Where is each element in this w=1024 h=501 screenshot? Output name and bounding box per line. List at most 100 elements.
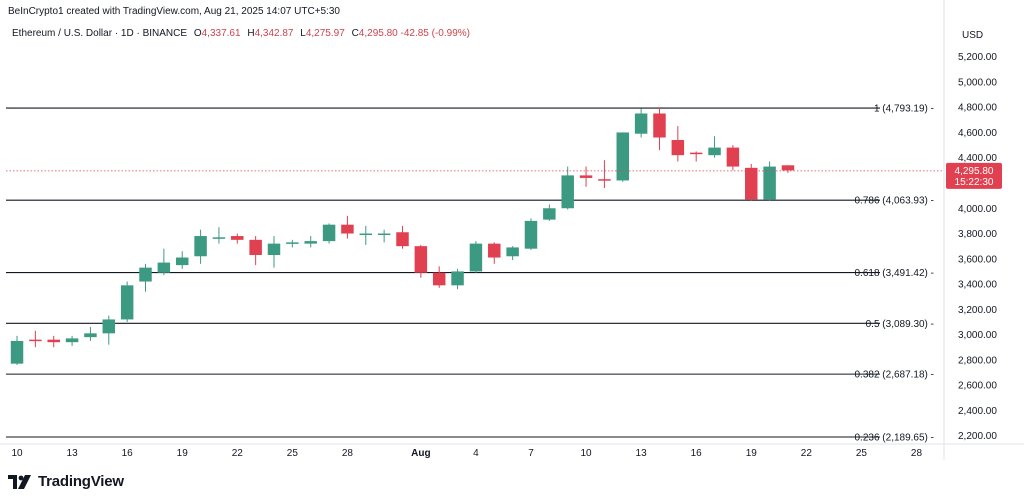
candles (10, 107, 795, 365)
candle (231, 233, 244, 244)
y-tick-label: 4,800.00 (958, 103, 997, 114)
candle (139, 263, 152, 292)
candle-body (84, 333, 97, 338)
candle-body (488, 243, 501, 258)
candle-body (157, 262, 171, 273)
candle (175, 251, 189, 269)
tradingview-logo[interactable]: TradingView (8, 473, 124, 490)
candle (84, 327, 97, 341)
candle (708, 136, 721, 158)
fib-label-0-236: 0.236 (2,189.65) - (855, 432, 935, 443)
candle (432, 266, 446, 288)
candle (598, 160, 611, 189)
candle-body (10, 340, 24, 364)
y-tick-label: 2,400.00 (958, 406, 997, 417)
high-label: H (247, 28, 255, 39)
candle (653, 107, 666, 151)
change-value: -42.85 (-0.99%) (400, 28, 470, 39)
candle-body (341, 224, 354, 234)
x-tick-label: 10 (11, 448, 23, 459)
candle-body (469, 243, 483, 272)
y-tick-label: 5,000.00 (958, 77, 997, 88)
y-tick-label: 4,000.00 (958, 204, 997, 215)
candle-body (708, 147, 721, 156)
candle (286, 239, 299, 248)
candle (194, 229, 207, 264)
candle (469, 241, 483, 273)
candle (157, 248, 171, 276)
x-tick-label: 16 (691, 448, 703, 459)
candle (359, 225, 373, 245)
candle (488, 242, 501, 264)
candle-body (579, 175, 593, 178)
close-value: 4,295.80 (358, 28, 398, 39)
y-tick-label: 5,200.00 (958, 52, 997, 63)
x-tick-label: 13 (636, 448, 648, 459)
y-tick-label: 3,200.00 (958, 305, 997, 316)
candle-body (29, 339, 42, 342)
chart-credit: BeInCrypto1 created with TradingView.com… (8, 6, 340, 17)
candle-body (781, 165, 795, 171)
last-price-value: 4,295.80 (955, 166, 994, 177)
x-tick-label: 7 (528, 448, 534, 459)
candle-body (47, 339, 60, 343)
candle-body (194, 236, 207, 257)
candle (304, 236, 317, 248)
candle (689, 151, 703, 162)
candle (451, 268, 464, 290)
candle-body (359, 233, 373, 236)
candle-body (451, 271, 464, 286)
candle (506, 246, 519, 261)
candle-body (249, 239, 262, 256)
candle-body (396, 232, 409, 247)
candle-body (598, 179, 611, 181)
candle (726, 145, 740, 171)
fib-levels: 1 (4,793.19) - 0.786 (4,063.93) - 0.618 (3… (6, 104, 935, 443)
candle (10, 335, 24, 365)
last-price-tag (946, 162, 1002, 189)
x-tick-label: 19 (746, 448, 758, 459)
tradingview-wordmark: TradingView (38, 473, 124, 490)
candle-body (414, 246, 428, 273)
candle-body (671, 140, 685, 156)
candle-body (65, 338, 79, 343)
candle (745, 164, 758, 201)
candle (120, 281, 134, 322)
candle-body (524, 220, 538, 249)
candle (396, 225, 409, 249)
candle-body (212, 237, 226, 239)
candle-body (322, 224, 336, 242)
candle (781, 165, 795, 173)
candle-body (616, 132, 630, 181)
x-tick-label: 28 (342, 448, 354, 459)
candle-body (653, 113, 666, 138)
candle (267, 236, 281, 268)
candle-body (102, 319, 116, 334)
x-tick-label: 25 (856, 448, 868, 459)
candle-body (432, 272, 446, 286)
low-label: L (300, 28, 306, 39)
x-tick-label: 22 (801, 448, 813, 459)
candle (763, 161, 776, 201)
fib-label-1: 1 (4,793.19) - (874, 104, 934, 115)
candle (616, 132, 630, 182)
candle (377, 229, 391, 243)
y-tick-label: 3,400.00 (958, 280, 997, 291)
candle (47, 335, 60, 348)
x-tick-label: 4 (473, 448, 479, 459)
x-tick-label: 19 (177, 448, 189, 459)
candle-body (506, 247, 519, 257)
candle (671, 126, 685, 162)
candle (543, 204, 556, 221)
candle-body (139, 267, 152, 282)
candle-body (267, 243, 281, 256)
candle (322, 223, 336, 244)
candle-body (377, 233, 391, 236)
y-tick-label: 3,000.00 (958, 330, 997, 341)
fib-label-0-5: 0.5 (3,089.30) - (866, 319, 934, 330)
candle-body (634, 113, 648, 134)
x-tick-label: Aug (411, 448, 430, 459)
x-tick-label: 22 (232, 448, 244, 459)
currency-label: USD (962, 30, 983, 41)
